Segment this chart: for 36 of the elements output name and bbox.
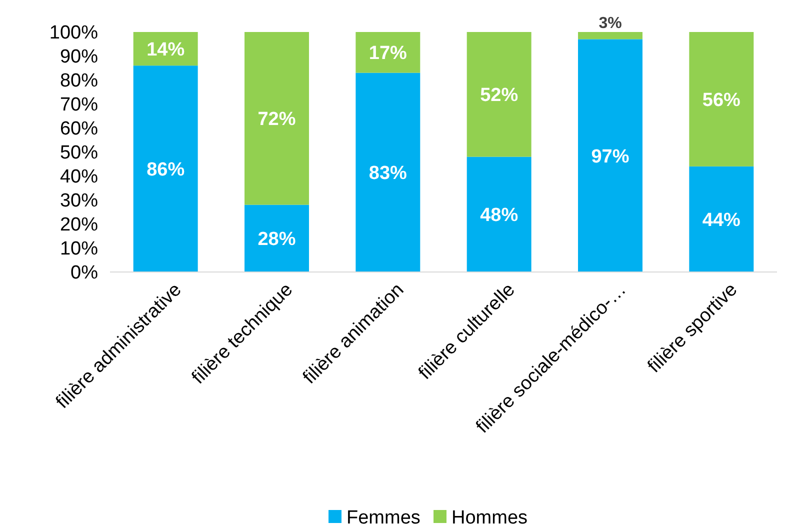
- data-label: 56%: [702, 90, 741, 111]
- y-tick-label: 80%: [60, 70, 98, 92]
- bar: [133, 66, 198, 272]
- data-label: 44%: [702, 210, 741, 231]
- data-label: 28%: [258, 229, 296, 250]
- bar: [356, 32, 420, 73]
- data-label: 97%: [591, 146, 630, 168]
- y-tick-label: 10%: [60, 238, 98, 260]
- data-label: 48%: [480, 205, 518, 226]
- bar: [466, 156, 532, 272]
- bar: [244, 204, 309, 272]
- y-tick-label: 50%: [60, 142, 98, 164]
- data-label: 86%: [146, 159, 185, 180]
- data-label: 83%: [368, 163, 408, 184]
- bar: [578, 32, 642, 40]
- bar: [578, 39, 642, 272]
- legend-label: Femmes: [346, 508, 420, 529]
- bar: [689, 166, 754, 272]
- y-tick-label: 30%: [60, 190, 98, 212]
- bar: [356, 72, 420, 272]
- data-label: 3%: [598, 15, 622, 32]
- y-tick-label: 70%: [60, 94, 98, 116]
- bar: [466, 32, 532, 157]
- y-tick-label: 100%: [49, 22, 98, 44]
- y-tick-label: 0%: [70, 262, 98, 284]
- y-tick-label: 20%: [60, 214, 98, 236]
- y-tick-label: 40%: [60, 166, 98, 188]
- data-label: 72%: [258, 109, 296, 130]
- bar: [244, 32, 309, 205]
- data-label: 14%: [146, 39, 185, 60]
- y-tick-label: 60%: [60, 118, 98, 140]
- bar: [689, 32, 754, 166]
- legend-label: Hommes: [452, 508, 528, 529]
- data-label: 52%: [480, 85, 518, 106]
- data-label: 17%: [368, 43, 408, 64]
- y-tick-label: 90%: [60, 46, 98, 68]
